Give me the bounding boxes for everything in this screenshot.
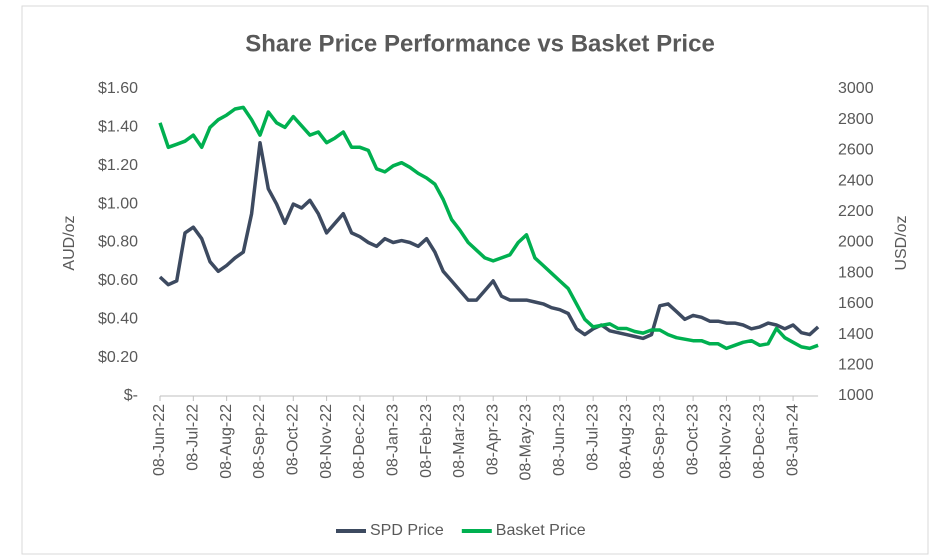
x-tick-label: 08-Nov-22 — [318, 404, 335, 479]
y2-axis-label: USD/oz — [893, 215, 910, 270]
y2-tick-label: 2800 — [838, 111, 874, 128]
y-tick-label: $0.40 — [98, 310, 138, 327]
y-tick-label: $1.60 — [98, 80, 138, 97]
y2-tick-label: 1400 — [838, 326, 874, 343]
x-tick-label: 08-Jul-22 — [185, 404, 202, 471]
x-tick-label: 08-Oct-23 — [684, 404, 701, 475]
x-tick-label: 08-Jun-23 — [551, 404, 568, 476]
y-tick-label: $0.80 — [98, 234, 138, 251]
series-line — [158, 140, 820, 341]
y-tick-label: $- — [124, 387, 138, 404]
y-axis-label: AUD/oz — [61, 215, 78, 270]
x-tick-label: 08-Dec-22 — [351, 404, 368, 479]
x-tick-label: 08-Dec-23 — [751, 404, 768, 479]
legend-label: Basket Price — [496, 522, 586, 539]
series-line — [158, 105, 819, 351]
x-tick-label: 08-Apr-23 — [484, 404, 501, 475]
legend-label: SPD Price — [370, 522, 444, 539]
y2-tick-label: 2200 — [838, 203, 874, 220]
x-tick-label: 08-Nov-23 — [718, 404, 735, 479]
y2-tick-label: 3000 — [838, 80, 874, 97]
x-tick-label: 08-Aug-22 — [218, 404, 235, 479]
x-tick-label: 08-May-23 — [518, 404, 535, 481]
y-tick-label: $1.00 — [98, 195, 138, 212]
y2-tick-label: 1200 — [838, 357, 874, 374]
y-tick-label: $0.20 — [98, 349, 138, 366]
x-tick-label: 08-Oct-22 — [284, 404, 301, 475]
x-tick-label: 08-Mar-23 — [451, 404, 468, 478]
x-tick-label: 08-Sep-23 — [651, 404, 668, 479]
x-tick-label: 08-Aug-23 — [618, 404, 635, 479]
y2-tick-label: 1000 — [838, 387, 874, 404]
y2-tick-label: 1600 — [838, 295, 874, 312]
y2-tick-label: 2600 — [838, 142, 874, 159]
y2-tick-label: 1800 — [838, 264, 874, 281]
x-tick-label: 08-Jan-23 — [384, 404, 401, 476]
x-tick-label: 08-Jul-23 — [584, 404, 601, 471]
y-tick-label: $0.60 — [98, 272, 138, 289]
y2-tick-label: 2400 — [838, 172, 874, 189]
chart-frame — [21, 5, 929, 555]
y-tick-label: $1.40 — [98, 119, 138, 136]
y2-tick-label: 2000 — [838, 234, 874, 251]
x-tick-label: 08-Feb-23 — [418, 404, 435, 478]
chart-title: Share Price Performance vs Basket Price — [245, 30, 715, 57]
x-tick-label: 08-Sep-22 — [251, 404, 268, 479]
x-tick-label: 08-Jun-22 — [151, 404, 168, 476]
y-tick-label: $1.20 — [98, 157, 138, 174]
x-tick-label: 08-Jan-24 — [784, 404, 801, 476]
